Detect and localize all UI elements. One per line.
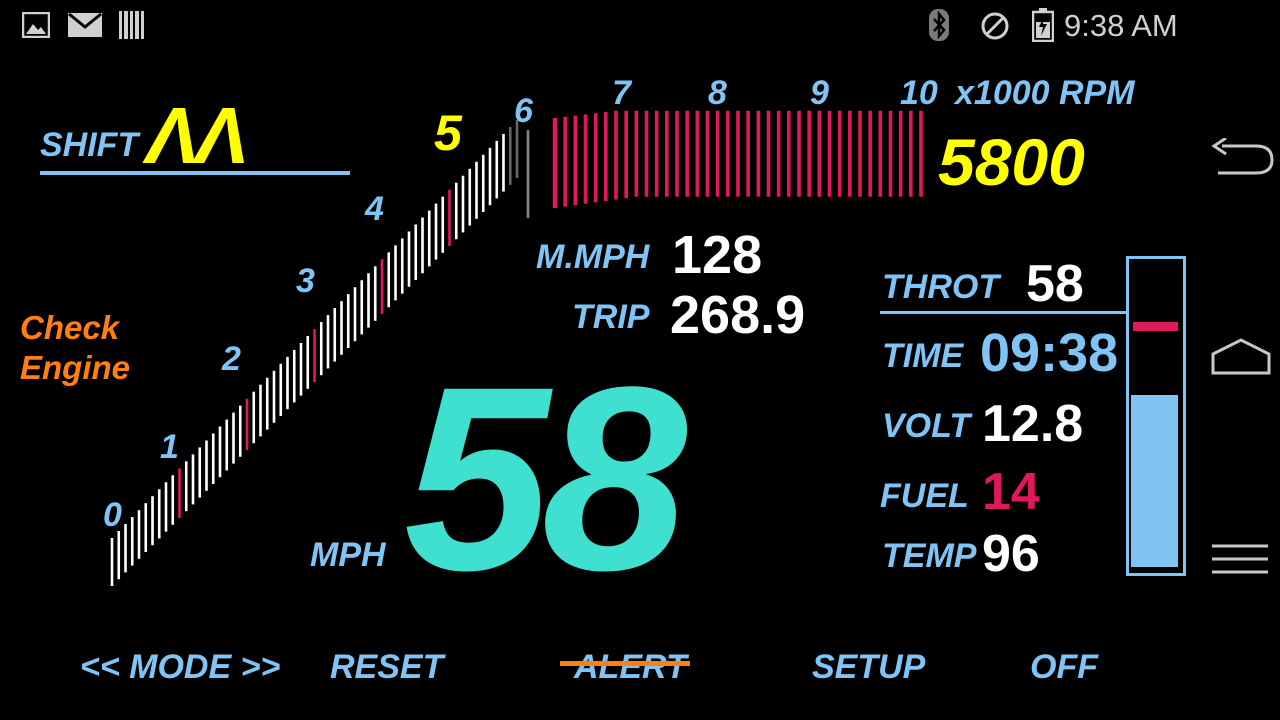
tach-scale-label: 2 [222,340,241,378]
fuel-value: 14 [982,463,1040,521]
tach-scale-label: 4 [365,190,384,228]
check-engine-warning: Check Engine [20,309,131,386]
max-mph-label: M.MPH [536,238,650,276]
menu-icon[interactable] [1210,544,1270,576]
volt-value: 12.8 [982,395,1084,453]
fuel-label: FUEL [880,477,969,515]
shift-arrows: ΛΛ [146,91,249,180]
off-button[interactable]: OFF [1030,648,1098,686]
tach-scale-label: 5 [434,105,462,161]
time-value: 09:38 [980,323,1119,383]
shift-underline [40,171,350,175]
speed-value: 58 [404,332,687,625]
alert-strikethrough [560,661,690,666]
throttle-value: 58 [1026,255,1084,313]
tach-scale-label: 0 [103,496,122,534]
battery-icon [1032,8,1054,42]
max-mph-value: 128 [672,225,763,285]
throttle-label: THROT [882,268,1000,306]
reset-button[interactable]: RESET [330,648,444,686]
shift-label: SHIFT [40,126,139,164]
tach-scale-label: 6 [514,92,533,130]
mail-icon [68,13,102,37]
image-icon [22,12,50,38]
setup-button[interactable]: SETUP [812,648,926,686]
tach-scale-label: 8 [708,74,727,112]
throttle-divider [880,311,1126,314]
throttle-gauge-fill [1131,395,1178,567]
barcode-icon [119,11,144,39]
trip-label: TRIP [572,298,650,336]
volt-label: VOLT [882,407,971,445]
temp-label: TEMP [882,537,977,575]
status-time: 9:38 AM [1064,8,1178,43]
rpm-unit-label: x1000 RPM [955,74,1135,112]
throttle-gauge-frame [1126,256,1186,576]
rpm-value: 5800 [938,125,1085,199]
tach-scale-label: 1 [160,428,179,466]
home-icon[interactable] [1210,338,1272,376]
status-bar: 9:38 AM [0,0,1280,52]
tach-scale-label: 7 [612,74,631,112]
alert-button[interactable]: ALERT [574,648,687,686]
tach-scale-label: 10 [900,74,938,112]
mode-button[interactable]: << MODE >> [80,648,281,686]
trip-value: 268.9 [670,285,806,345]
bluetooth-icon [929,9,949,41]
tach-scale-label: 9 [810,74,829,112]
no-sync-icon [981,12,1009,40]
back-icon[interactable] [1208,138,1276,178]
tach-scale-label: 3 [296,262,315,300]
throttle-gauge-marker [1133,322,1178,331]
time-label: TIME [882,337,964,375]
mph-label: MPH [310,536,386,574]
temp-value: 96 [982,525,1040,583]
